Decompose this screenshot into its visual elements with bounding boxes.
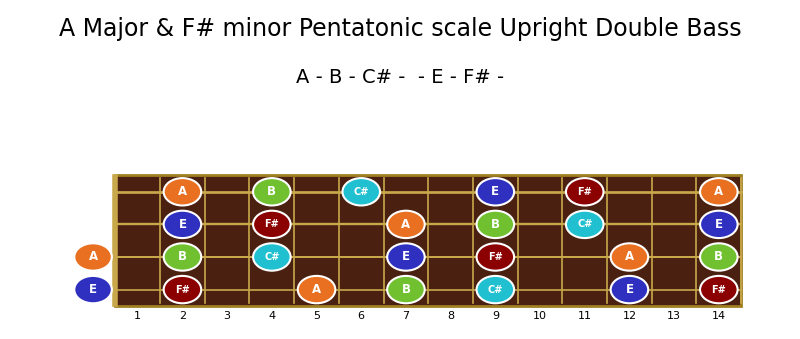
Text: E: E (715, 218, 723, 231)
Ellipse shape (164, 243, 202, 271)
Text: 7: 7 (402, 311, 410, 321)
Ellipse shape (164, 276, 202, 303)
Text: 13: 13 (667, 311, 681, 321)
Ellipse shape (387, 276, 425, 303)
Text: A: A (402, 218, 410, 231)
Text: B: B (714, 251, 723, 263)
Ellipse shape (298, 276, 335, 303)
Ellipse shape (253, 211, 290, 238)
Text: 14: 14 (712, 311, 726, 321)
Ellipse shape (700, 211, 738, 238)
Text: A: A (312, 283, 321, 296)
Text: A: A (178, 185, 187, 198)
Text: B: B (491, 218, 500, 231)
Text: F#: F# (711, 284, 726, 295)
Text: B: B (402, 283, 410, 296)
Ellipse shape (700, 243, 738, 271)
Ellipse shape (477, 211, 514, 238)
Text: A Major & F# minor Pentatonic scale Upright Double Bass: A Major & F# minor Pentatonic scale Upri… (58, 17, 742, 41)
Text: E: E (178, 218, 186, 231)
Text: F#: F# (175, 284, 190, 295)
Ellipse shape (566, 178, 603, 205)
Text: E: E (626, 283, 634, 296)
Text: 1: 1 (134, 311, 142, 321)
Ellipse shape (164, 178, 202, 205)
Ellipse shape (566, 211, 603, 238)
Ellipse shape (74, 276, 112, 303)
Text: A - B - C# -  - E - F# -: A - B - C# - - E - F# - (296, 68, 504, 87)
Ellipse shape (253, 243, 290, 271)
Text: E: E (491, 185, 499, 198)
Text: C#: C# (264, 252, 279, 262)
Ellipse shape (477, 178, 514, 205)
Ellipse shape (387, 211, 425, 238)
Text: 11: 11 (578, 311, 592, 321)
Ellipse shape (477, 276, 514, 303)
Ellipse shape (610, 243, 648, 271)
Bar (115, 176, 741, 306)
Ellipse shape (387, 243, 425, 271)
Text: 3: 3 (224, 311, 230, 321)
Ellipse shape (74, 243, 112, 271)
Text: F#: F# (578, 187, 592, 197)
Ellipse shape (253, 178, 290, 205)
Text: 2: 2 (179, 311, 186, 321)
Ellipse shape (700, 276, 738, 303)
Text: A: A (625, 251, 634, 263)
Text: A: A (714, 185, 723, 198)
Text: C#: C# (577, 219, 593, 230)
Text: 6: 6 (358, 311, 365, 321)
Ellipse shape (700, 178, 738, 205)
Text: 9: 9 (492, 311, 499, 321)
Text: C#: C# (354, 187, 369, 197)
Text: 5: 5 (313, 311, 320, 321)
Ellipse shape (610, 276, 648, 303)
Ellipse shape (164, 211, 202, 238)
Text: E: E (402, 251, 410, 263)
Text: 8: 8 (447, 311, 454, 321)
Text: F#: F# (265, 219, 279, 230)
Text: 4: 4 (268, 311, 275, 321)
Text: 12: 12 (622, 311, 637, 321)
Text: C#: C# (488, 284, 503, 295)
Text: B: B (267, 185, 276, 198)
Ellipse shape (342, 178, 380, 205)
Ellipse shape (477, 243, 514, 271)
Text: F#: F# (488, 252, 502, 262)
Text: E: E (89, 283, 97, 296)
Text: A: A (89, 251, 98, 263)
Text: 10: 10 (533, 311, 547, 321)
Text: B: B (178, 251, 187, 263)
